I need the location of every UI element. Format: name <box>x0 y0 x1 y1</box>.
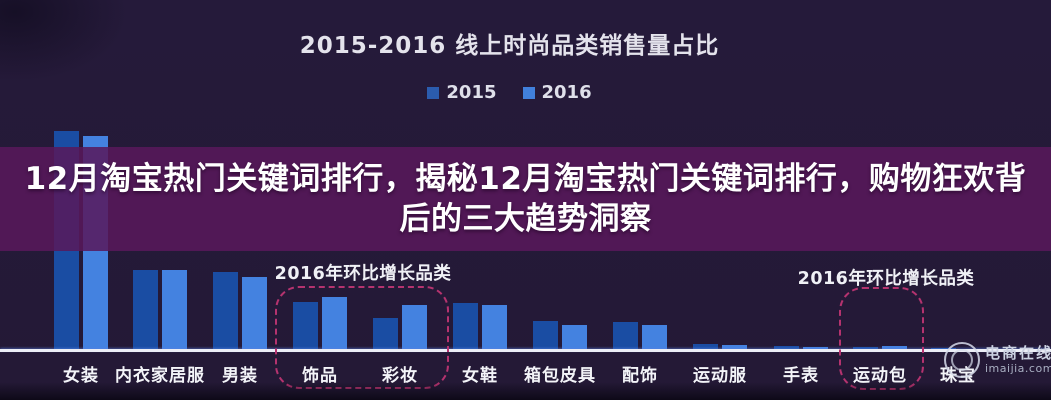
category-label-箱包皮具: 箱包皮具 <box>524 366 596 386</box>
bar-pair-3 <box>213 272 267 351</box>
category-label-运动包: 运动包 <box>853 366 907 386</box>
watermark: 电商在线 imaijia.com <box>944 342 1051 378</box>
bar-pair-6 <box>453 303 507 351</box>
watermark-text: 电商在线 imaijia.com <box>985 344 1051 375</box>
category-label-手表: 手表 <box>783 366 819 386</box>
bar-2016-男装 <box>242 277 267 351</box>
bar-2016-彩妆 <box>402 305 427 351</box>
growth-box-right <box>839 287 924 390</box>
bar-pair-7 <box>533 320 587 351</box>
legend-item-2015: 2015 <box>427 82 497 103</box>
legend-label-2016: 2016 <box>541 82 592 103</box>
category-label-内衣家居服: 内衣家居服 <box>115 366 205 386</box>
bar-2016-女鞋 <box>482 305 507 351</box>
bar-pair-5 <box>373 305 427 351</box>
growth-label-left: 2016年环比增长品类 <box>274 264 452 284</box>
category-label-配饰: 配饰 <box>622 366 658 386</box>
category-label-运动服: 运动服 <box>693 366 747 386</box>
legend-swatch-2016 <box>522 86 535 99</box>
watermark-brand: 电商在线 <box>985 344 1051 362</box>
category-label-彩妆: 彩妆 <box>382 366 418 386</box>
bar-2015-运动服 <box>693 344 718 351</box>
category-label-女装: 女装 <box>63 366 99 386</box>
growth-label-right: 2016年环比增长品类 <box>797 269 975 289</box>
bar-2015-箱包皮具 <box>533 320 558 351</box>
bar-2015-手表 <box>774 345 799 351</box>
bar-pair-8 <box>613 322 667 351</box>
x-axis-line <box>0 349 1051 352</box>
bar-pair-9 <box>693 344 747 351</box>
category-label-饰品: 饰品 <box>302 366 338 386</box>
headline-line-2: 后的三大趋势洞察 <box>399 201 652 237</box>
bar-2016-运动包 <box>882 345 907 351</box>
legend-swatch-2015 <box>427 86 440 99</box>
bar-pair-4 <box>293 296 347 351</box>
category-label-女鞋: 女鞋 <box>462 366 498 386</box>
bar-2016-箱包皮具 <box>562 325 587 351</box>
bar-2015-女鞋 <box>453 303 478 351</box>
bar-2016-运动服 <box>722 344 747 351</box>
bar-2015-饰品 <box>293 301 318 351</box>
bar-2016-配饰 <box>642 325 667 351</box>
bar-2016-内衣家居服 <box>162 270 187 351</box>
imaijia-logo-icon <box>944 342 980 378</box>
bar-2015-彩妆 <box>373 318 398 351</box>
chart-legend: 2015 2016 <box>0 82 1051 103</box>
growth-box-left <box>275 286 449 389</box>
bar-2016-饰品 <box>322 296 347 351</box>
bar-pair-2 <box>133 269 187 351</box>
legend-label-2015: 2015 <box>446 82 497 103</box>
headline-line-1: 12月淘宝热门关键词排行，揭秘12月淘宝热门关键词排行，购物狂欢背 <box>24 161 1027 197</box>
bar-2015-配饰 <box>613 322 638 351</box>
watermark-domain: imaijia.com <box>985 362 1051 375</box>
chart-title: 2015-2016 线上时尚品类销售量占比 <box>299 33 720 59</box>
bar-2015-内衣家居服 <box>133 269 158 351</box>
headline-banner: 12月淘宝热门关键词排行，揭秘12月淘宝热门关键词排行，购物狂欢背 后的三大趋势… <box>0 147 1051 251</box>
category-label-男装: 男装 <box>222 366 258 386</box>
bar-2015-男装 <box>213 272 238 351</box>
legend-item-2016: 2016 <box>522 82 592 103</box>
